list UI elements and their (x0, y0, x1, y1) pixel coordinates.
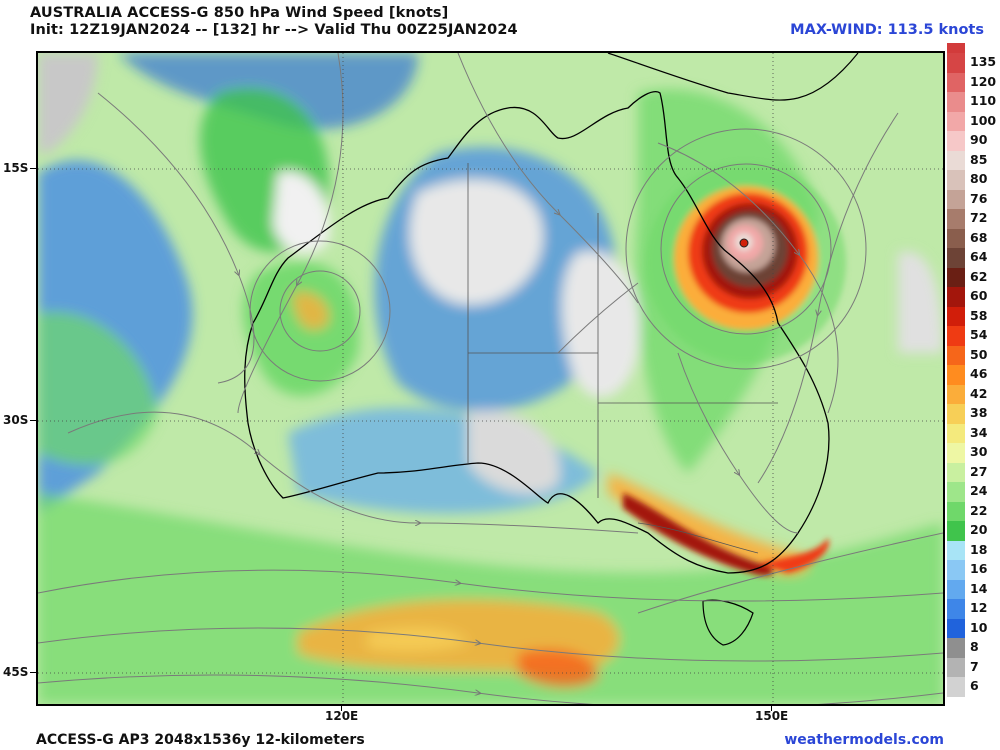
colorbar-label: 7 (970, 658, 979, 674)
colorbar-label: 18 (970, 541, 988, 557)
lat-tick (30, 168, 36, 169)
colorbar-label: 85 (970, 151, 988, 167)
colorbar-swatch (947, 131, 965, 151)
colorbar-label: 16 (970, 561, 988, 576)
lat-label-30s: 30S (3, 413, 29, 427)
colorbar-swatch (947, 501, 965, 522)
colorbar-label: 76 (970, 190, 988, 206)
colorbar-swatch (947, 462, 965, 483)
colorbar-swatch (947, 150, 965, 171)
lon-label-150e: 150E (755, 709, 789, 723)
colorbar-label: 27 (970, 463, 988, 479)
colorbar-swatch (947, 657, 965, 678)
colorbar-label: 46 (970, 366, 988, 381)
colorbar-cap (947, 43, 965, 53)
colorbar-swatch (947, 599, 965, 619)
colorbar-label: 110 (970, 93, 997, 108)
colorbar-label: 22 (970, 502, 988, 518)
colorbar-swatch (947, 267, 965, 288)
colorbar-label: 72 (970, 210, 988, 225)
colorbar-label: 8 (970, 639, 979, 654)
colorbar-swatch (947, 326, 965, 346)
lat-tick (30, 672, 36, 673)
colorbar-swatch (947, 384, 965, 405)
colorbar-swatch (947, 618, 965, 639)
wind-speed-map[interactable] (36, 51, 945, 706)
lat-tick (30, 420, 36, 421)
colorbar-swatch (947, 560, 965, 580)
colorbar-swatch (947, 287, 965, 307)
colorbar-swatch (947, 189, 965, 210)
colorbar-swatch (947, 248, 965, 268)
colorbar-label: 64 (970, 249, 988, 264)
map-title: AUSTRALIA ACCESS-G 850 hPa Wind Speed [k… (30, 5, 449, 21)
colorbar (947, 43, 965, 697)
colorbar-label: 42 (970, 385, 988, 401)
colorbar-label: 10 (970, 619, 988, 635)
colorbar-label: 58 (970, 307, 988, 323)
max-wind-readout: MAX-WIND: 113.5 knots (790, 22, 984, 38)
colorbar-label: 50 (970, 346, 988, 362)
colorbar-swatch (947, 443, 965, 463)
model-info: ACCESS-G AP3 2048x1536y 12-kilometers (36, 732, 365, 748)
colorbar-swatch (947, 111, 965, 132)
colorbar-swatch (947, 345, 965, 366)
colorbar-label: 20 (970, 522, 988, 537)
colorbar-swatch (947, 482, 965, 502)
colorbar-label: 38 (970, 405, 988, 420)
colorbar-swatch (947, 306, 965, 327)
lon-label-120e: 120E (325, 709, 359, 723)
map-subtitle: Init: 12Z19JAN2024 -- [132] hr --> Valid… (30, 22, 518, 38)
colorbar-label: 68 (970, 229, 988, 245)
colorbar-swatch (947, 540, 965, 561)
colorbar-label: 54 (970, 327, 988, 342)
lat-label-15s: 15S (3, 161, 29, 175)
colorbar-label: 120 (970, 73, 997, 89)
colorbar-label: 80 (970, 171, 988, 186)
lon-tick (341, 706, 342, 711)
colorbar-label: 62 (970, 268, 988, 284)
lat-label-45s: 45S (3, 665, 29, 679)
colorbar-label: 60 (970, 288, 988, 303)
colorbar-swatch (947, 579, 965, 600)
colorbar-swatch (947, 638, 965, 658)
colorbar-label: 14 (970, 580, 988, 596)
colorbar-swatch (947, 365, 965, 385)
colorbar-swatch (947, 53, 965, 73)
colorbar-label: 24 (970, 483, 988, 498)
colorbar-swatch (947, 92, 965, 112)
wind-field-graphic (38, 53, 943, 704)
colorbar-label: 135 (970, 54, 997, 69)
colorbar-label: 6 (970, 678, 979, 693)
colorbar-swatch (947, 72, 965, 93)
colorbar-swatch (947, 423, 965, 444)
colorbar-label: 100 (970, 112, 997, 128)
colorbar-label: 34 (970, 424, 988, 440)
colorbar-swatch (947, 521, 965, 541)
colorbar-label: 12 (970, 600, 988, 615)
colorbar-swatch (947, 228, 965, 249)
colorbar-label: 90 (970, 132, 988, 147)
colorbar-swatch (947, 209, 965, 229)
colorbar-swatch (947, 170, 965, 190)
lon-tick (771, 706, 772, 711)
colorbar-swatch (947, 404, 965, 424)
colorbar-label: 30 (970, 444, 988, 459)
source-link[interactable]: weathermodels.com (784, 732, 944, 748)
colorbar-swatch (947, 677, 965, 697)
